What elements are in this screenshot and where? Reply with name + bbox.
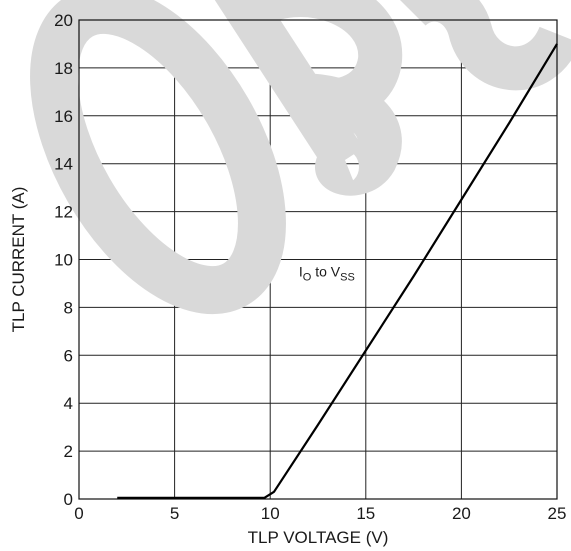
watermark-letter-s xyxy=(400,0,571,91)
y-tick-label-4: 8 xyxy=(64,298,73,317)
annotation: IO to VSS xyxy=(299,263,355,283)
x-tick-label-1: 5 xyxy=(170,504,179,523)
x-tick-label-2: 10 xyxy=(261,504,280,523)
y-tick-label-10: 20 xyxy=(54,11,73,30)
plot-frame xyxy=(78,19,558,500)
y-tick-label-8: 16 xyxy=(54,107,73,126)
x-tick-label-0: 0 xyxy=(74,504,83,523)
y-tick-label-2: 4 xyxy=(64,394,73,413)
x-axis-title: TLP VOLTAGE (V) xyxy=(248,528,389,547)
y-tick-label-5: 10 xyxy=(54,251,73,270)
y-tick-label-9: 18 xyxy=(54,59,73,78)
watermark-letter-o xyxy=(30,0,286,315)
y-tick-label-6: 12 xyxy=(54,203,73,222)
x-tick-label-5: 25 xyxy=(548,504,567,523)
y-tick-label-7: 14 xyxy=(54,155,73,174)
x-tick-label-3: 15 xyxy=(356,504,375,523)
tick-labels: 0 5 10 15 20 25 0 2 4 6 8 10 12 14 16 18 20 xyxy=(54,11,566,523)
watermark-obs xyxy=(30,0,571,315)
watermark-letter-b xyxy=(214,0,403,196)
series xyxy=(117,43,558,499)
x-tick-label-4: 20 xyxy=(452,504,471,523)
plot-border xyxy=(78,19,558,500)
series-line-0 xyxy=(117,43,558,499)
y-tick-label-0: 0 xyxy=(64,490,73,509)
y-tick-label-1: 2 xyxy=(64,442,73,461)
y-tick-label-3: 6 xyxy=(64,346,73,365)
annotation-io-to-vss: IO to VSS xyxy=(299,263,355,283)
y-axis-title: TLP CURRENT (A) xyxy=(9,187,28,333)
